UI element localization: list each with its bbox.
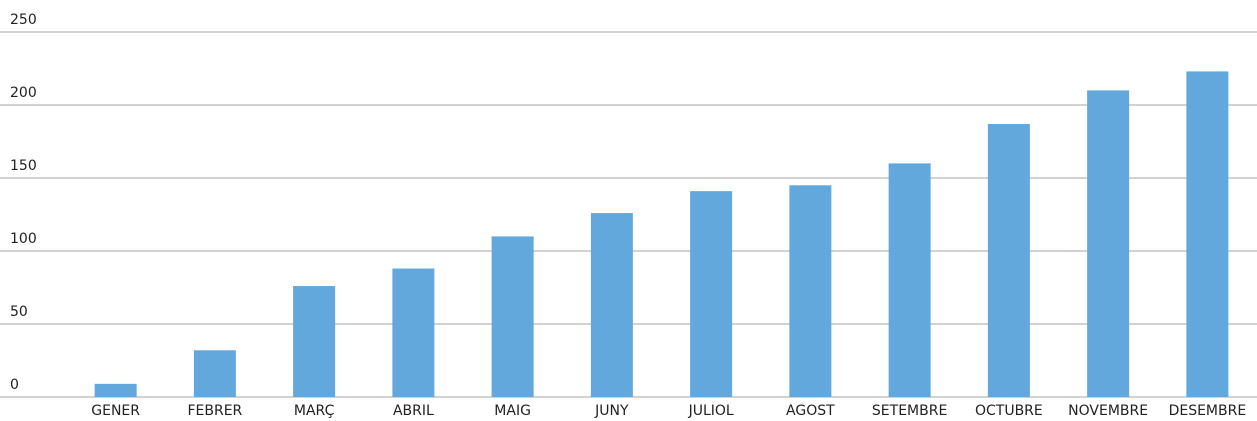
- bar: [590, 213, 633, 397]
- y-tick-label: 250: [10, 12, 37, 28]
- x-tick-label: MARÇ: [294, 403, 335, 419]
- x-tick-label: JUNY: [594, 403, 629, 419]
- x-tick-label: NOVEMBRE: [1068, 403, 1148, 419]
- bar: [293, 286, 336, 397]
- bar: [888, 163, 931, 397]
- bar: [94, 383, 137, 397]
- x-tick-label: GENER: [91, 403, 140, 419]
- x-tick-label: FEBRER: [187, 403, 242, 419]
- y-tick-label: 100: [10, 231, 37, 247]
- x-tick-label: ABRIL: [393, 403, 434, 419]
- bar: [392, 268, 435, 397]
- x-tick-label: SETEMBRE: [872, 403, 947, 419]
- y-tick-label: 0: [10, 377, 19, 393]
- x-tick-label: OCTUBRE: [975, 403, 1043, 419]
- x-tick-label: MAIG: [494, 403, 531, 419]
- bar: [193, 350, 236, 397]
- x-tick-label: DESEMBRE: [1169, 403, 1247, 419]
- bar: [987, 123, 1030, 397]
- y-tick-label: 150: [10, 158, 37, 174]
- bar: [690, 191, 733, 397]
- bar: [1087, 90, 1130, 398]
- x-tick-label: AGOST: [786, 403, 835, 419]
- x-tick-label: JULIOL: [688, 403, 734, 419]
- bar: [789, 185, 832, 397]
- y-tick-label: 200: [10, 85, 37, 101]
- y-tick-label: 50: [10, 304, 28, 320]
- bar: [1186, 71, 1229, 398]
- bar: [491, 236, 534, 397]
